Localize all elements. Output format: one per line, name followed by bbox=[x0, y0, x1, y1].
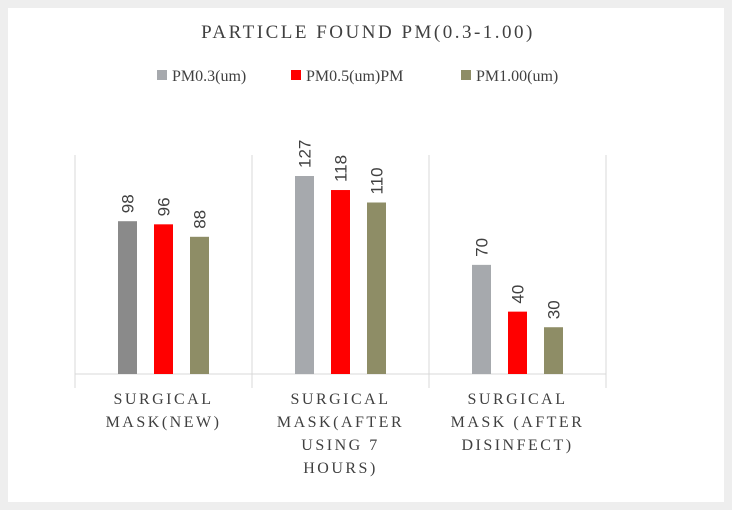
bar bbox=[508, 311, 527, 374]
data-label: 40 bbox=[509, 285, 528, 304]
x-tick-label: HOURS) bbox=[303, 460, 378, 477]
data-label: 70 bbox=[473, 238, 492, 257]
legend-swatch bbox=[291, 70, 301, 80]
data-label: 96 bbox=[155, 197, 174, 216]
x-tick-label: DISINFECT) bbox=[461, 437, 573, 454]
data-label: 110 bbox=[368, 167, 387, 194]
bar bbox=[118, 221, 137, 374]
x-tick-label: MASK(NEW) bbox=[106, 414, 222, 431]
x-tick-label: SURGICAL bbox=[290, 391, 390, 408]
chart-title: PARTICLE FOUND PM(0.3-1.00) bbox=[201, 22, 535, 43]
bar bbox=[190, 236, 209, 374]
bar bbox=[295, 176, 314, 374]
data-label: 30 bbox=[545, 300, 564, 319]
legend-swatch bbox=[461, 70, 471, 80]
bar bbox=[367, 202, 386, 374]
x-tick-label: MASK(AFTER bbox=[277, 414, 404, 431]
data-label: 118 bbox=[332, 155, 351, 182]
x-tick-label: SURGICAL bbox=[467, 391, 567, 408]
legend-label: PM0.5(um)PM bbox=[306, 68, 403, 85]
x-tick-label: MASK (AFTER bbox=[451, 414, 585, 431]
data-label: 98 bbox=[119, 194, 138, 213]
legend-label: PM0.3(um) bbox=[172, 68, 246, 85]
data-label: 127 bbox=[296, 140, 315, 168]
legend-label: PM1.00(um) bbox=[476, 68, 558, 85]
bar bbox=[544, 327, 563, 374]
legend-swatch bbox=[157, 70, 167, 80]
data-label: 88 bbox=[191, 210, 210, 229]
bar bbox=[154, 224, 173, 374]
x-tick-label: SURGICAL bbox=[113, 391, 213, 408]
bar bbox=[472, 264, 491, 374]
bar bbox=[331, 190, 350, 374]
x-tick-label: USING 7 bbox=[301, 437, 379, 454]
